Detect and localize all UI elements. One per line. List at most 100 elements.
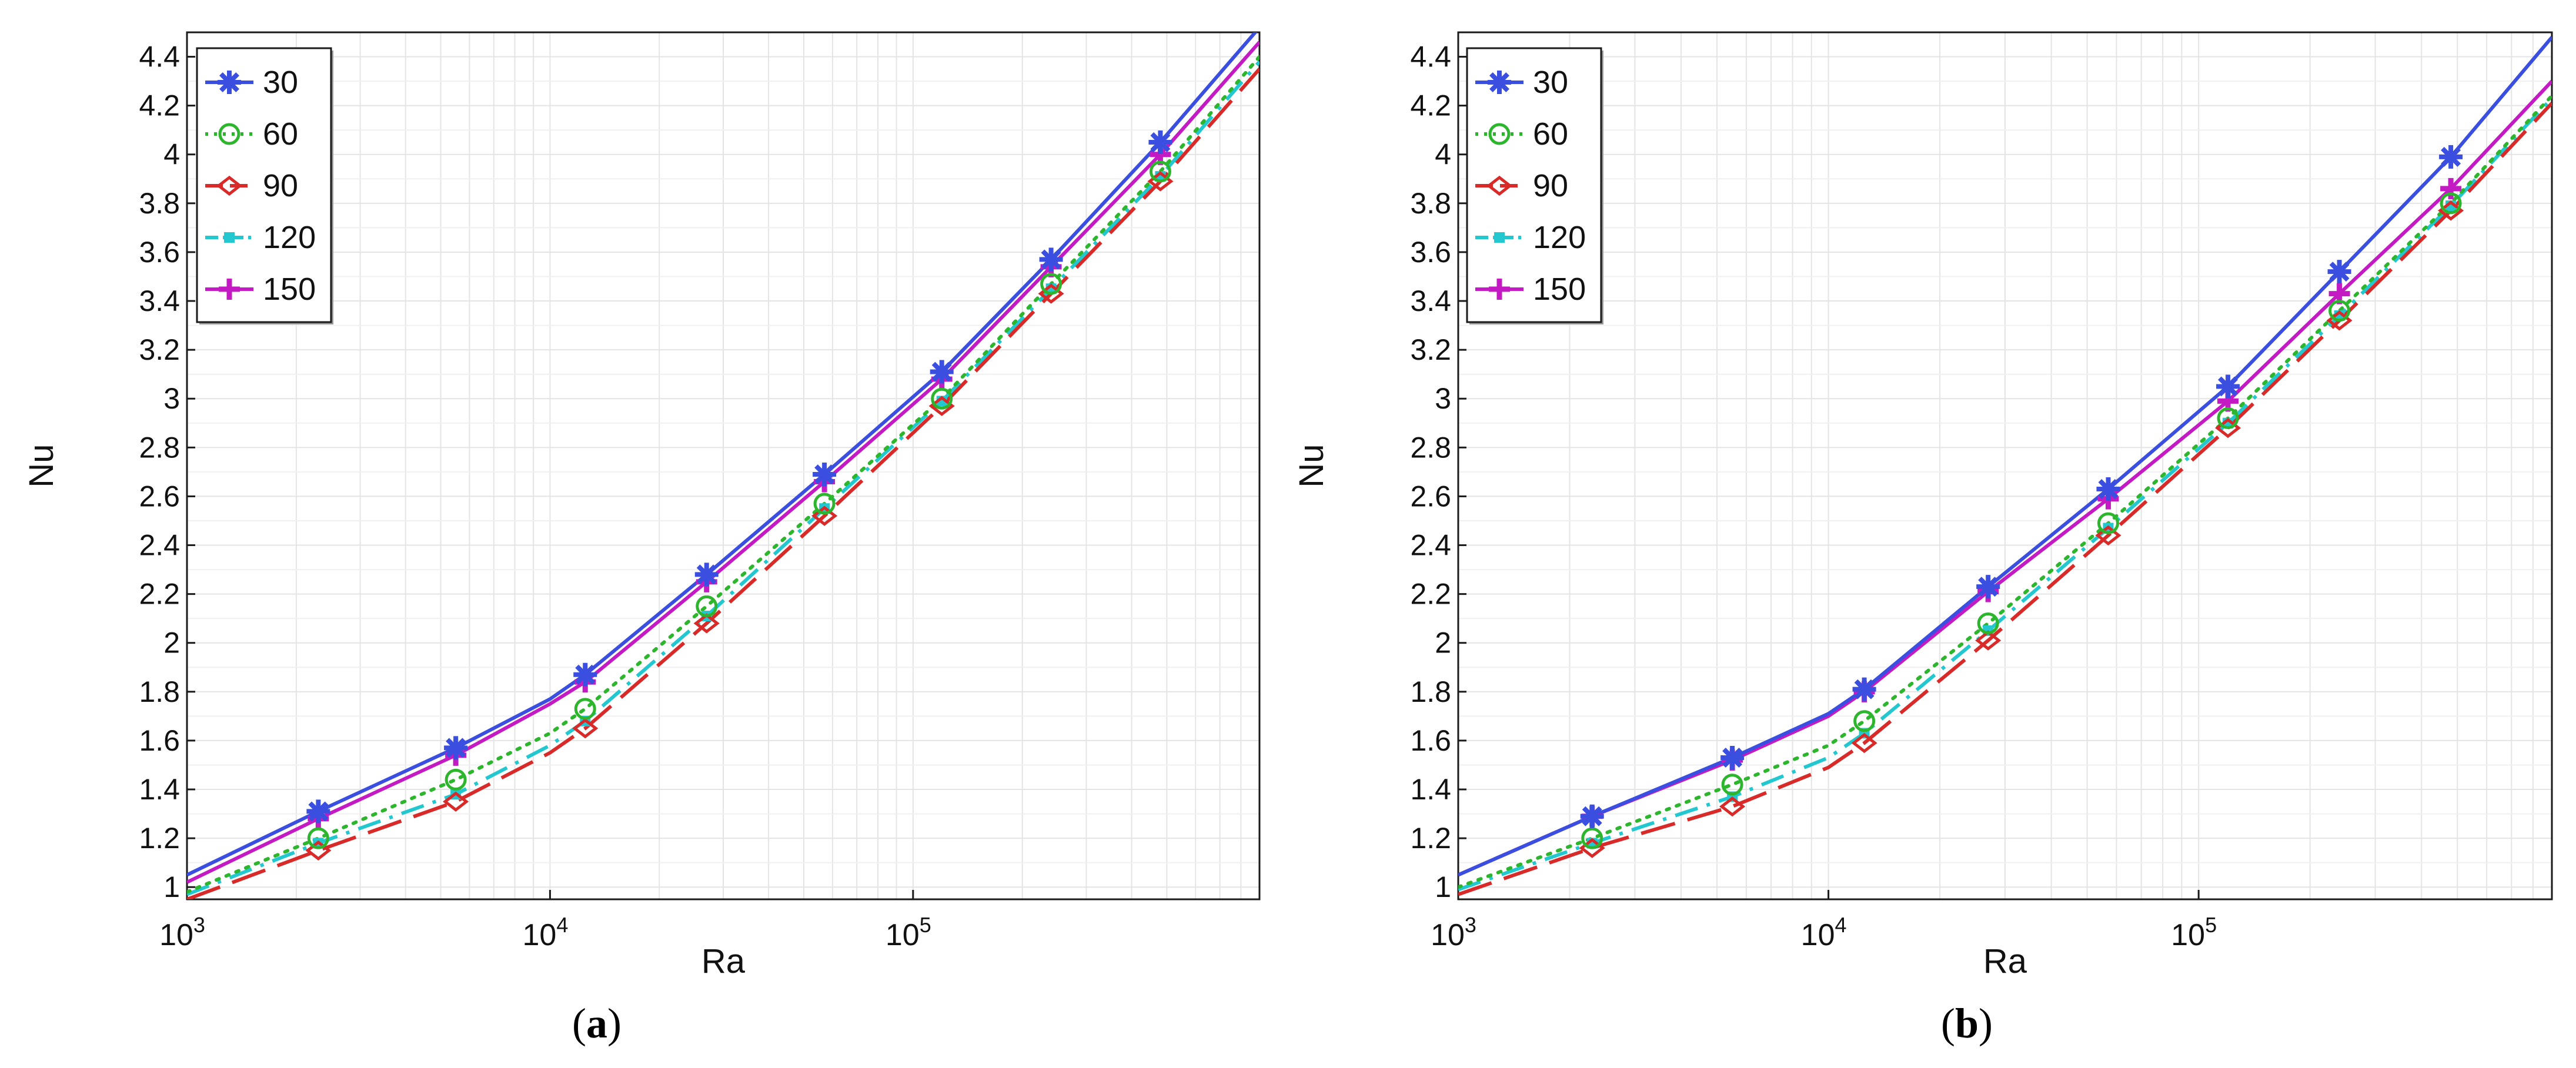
y-tick-label-b: 1 [1435,871,1451,903]
legend-marker-b-150 [1489,279,1510,300]
data-point-a-30 [573,662,597,687]
data-point-b-30 [2096,477,2120,501]
legend-marker-a-150 [219,279,240,300]
data-point-b-60 [1977,612,1999,634]
y-tick-label-b: 3.4 [1410,284,1451,317]
y-tick-label-a: 1.4 [139,773,180,806]
y-tick-label-a: 2.8 [139,431,180,464]
data-point-a-30 [444,736,468,760]
y-tick-label-a: 4.2 [139,89,180,122]
data-point-a-30 [1039,247,1063,272]
data-point-a-60 [813,493,836,515]
y-tick-label-b: 2.2 [1410,578,1451,611]
legend-label-a-90: 90 [263,168,298,203]
data-point-b-30 [1580,804,1604,828]
caption-a-close: ) [607,1000,622,1047]
data-point-b-150 [2440,178,2462,199]
caption-a-open: ( [572,1000,586,1047]
data-point-b-60 [2440,192,2462,215]
y-tick-label-a: 1.6 [139,724,180,757]
y-tick-label-a: 2.2 [139,578,180,611]
legend-marker-b-120 [1494,232,1505,243]
y-tick-label-b: 1.8 [1410,675,1451,708]
series-line-b-60 [1458,94,2552,889]
data-point-b-30 [2216,374,2240,399]
data-point-b-90 [2095,525,2121,546]
x-tick-label-a: 104 [522,913,568,952]
legend-label-a-120: 120 [263,220,316,255]
y-tick-label-a: 1 [163,871,180,903]
y-tick-label-b: 4.2 [1410,89,1451,122]
data-point-a-90 [693,613,720,634]
y-axis-label-a: Nu [22,444,61,487]
x-axis-label-a: Ra [701,942,746,980]
y-tick-label-b: 2 [1435,627,1451,659]
caption-b-close: ) [1979,1000,1993,1047]
y-tick-label-b: 2.6 [1410,480,1451,513]
caption-a: (a) [538,999,656,1048]
y-tick-label-b: 2.8 [1410,431,1451,464]
chart-b-svg: 1 1.2 1.4 1.6 1.8 2 2.2 2.4 2.6 2.8 3 3.2 3.4 3.6 3.8 4… [1292,31,2553,980]
data-point-a-60 [574,698,596,720]
y-tick-label-a: 4 [163,138,180,171]
data-point-b-30 [1852,677,1876,701]
data-point-a-60 [1040,273,1063,295]
legend-marker-a-60 [218,123,240,145]
data-point-b-60 [2328,300,2351,322]
y-tick-label-b: 3.6 [1410,236,1451,269]
x-axis-label-b: Ra [1983,942,2027,980]
y-tick-label-b: 3.2 [1410,333,1451,366]
y-tick-label-b: 1.4 [1410,773,1451,806]
series-line-b-90 [1458,102,2552,896]
y-tick-label-a: 1.2 [139,822,180,855]
data-point-a-60 [931,387,953,410]
y-tick-label-b: 1.2 [1410,822,1451,855]
data-point-b-60 [1853,710,1876,732]
caption-b-letter: b [1954,1000,1979,1047]
legend-label-b-150: 150 [1533,272,1586,307]
y-tick-label-a: 2 [163,627,180,659]
y-tick-label-b: 1.6 [1410,724,1451,757]
y-tick-label-a: 3.6 [139,236,180,269]
series-line-a-90 [187,68,1259,899]
chart-panel-a: 1 1.2 1.4 1.6 1.8 2 2.2 2.4 2.6 2.8 3 3.2 3.4 3.6 3.8 4… [22,31,1261,1048]
data-point-b-60 [1721,774,1743,796]
legend-b: 30 60 90 120 150 [1466,47,1603,324]
legend-label-a-30: 30 [263,65,298,100]
y-tick-label-b: 4 [1435,138,1451,171]
data-point-b-30 [2327,260,2351,284]
data-point-a-90 [572,718,599,739]
data-point-a-60 [696,595,718,617]
legend-label-b-90: 90 [1533,168,1568,203]
caption-b-open: ( [1940,1000,1955,1047]
legend-marker-a-90 [216,175,243,196]
x-tick-label-b: 103 [1431,913,1476,952]
y-tick-label-a: 3.4 [139,284,180,317]
data-point-a-30 [306,799,330,823]
legend-a: 30 60 90 120 150 [196,47,333,324]
legend-marker-b-90 [1486,175,1513,196]
y-tick-label-a: 2.4 [139,529,180,562]
legend-label-a-150: 150 [263,272,316,307]
series-group-b [1458,36,2552,896]
y-tick-label-a: 1.8 [139,675,180,708]
data-point-a-60 [445,768,467,791]
y-tick-label-b: 2.4 [1410,529,1451,562]
grid-b [1458,32,2552,899]
data-point-a-30 [813,463,837,487]
y-tick-label-a: 4.4 [139,41,180,73]
caption-b: (b) [1908,999,2026,1048]
grid-a [186,32,1260,899]
data-point-a-90 [811,505,838,526]
plot-frame-b [1457,31,2553,900]
data-point-b-90 [1719,796,1746,817]
data-point-b-60 [2217,407,2239,429]
data-point-b-60 [2097,512,2120,534]
legend-label-b-120: 120 [1533,220,1586,255]
plot-frame-a [186,31,1261,900]
series-line-a-60 [187,55,1259,894]
x-tick-label-b: 104 [1801,913,1847,952]
legend-marker-b-30 [1488,71,1511,94]
y-tick-label-a: 3.8 [139,187,180,220]
data-point-b-30 [1720,746,1745,770]
